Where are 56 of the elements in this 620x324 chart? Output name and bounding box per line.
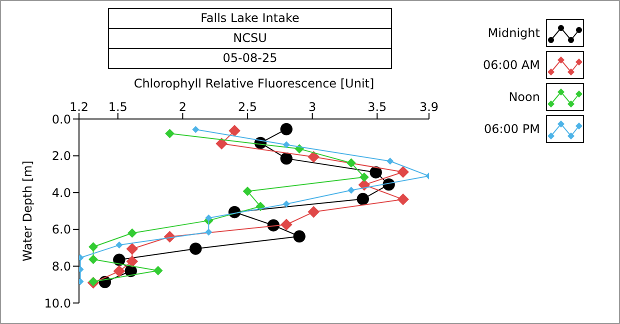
point bbox=[165, 128, 174, 138]
point bbox=[126, 243, 138, 255]
point bbox=[280, 152, 293, 165]
point bbox=[242, 186, 252, 196]
point bbox=[205, 214, 212, 222]
legend-label: 06:00 AM bbox=[483, 58, 540, 72]
legend-label: Noon bbox=[508, 90, 540, 104]
point bbox=[359, 172, 369, 182]
point bbox=[397, 166, 409, 178]
x-tick-label: 3.9 bbox=[419, 100, 439, 114]
x-tick-label: 3.5 bbox=[368, 100, 387, 114]
point bbox=[88, 254, 98, 264]
y-tick-label: 4.0 bbox=[52, 186, 71, 200]
legend-label: Midnight bbox=[488, 26, 540, 40]
y-tick-label: 6.0 bbox=[52, 222, 71, 237]
point bbox=[282, 200, 290, 208]
y-tick-label: 2.0 bbox=[52, 149, 71, 164]
point bbox=[280, 218, 292, 231]
point bbox=[228, 124, 240, 137]
point bbox=[386, 158, 394, 165]
point bbox=[126, 256, 138, 268]
point bbox=[127, 228, 137, 238]
point bbox=[113, 265, 126, 278]
point bbox=[356, 192, 369, 206]
x-axis-title: Chlorophyll Relative Fluorescence [Unit] bbox=[134, 76, 374, 91]
point bbox=[192, 126, 200, 133]
point bbox=[153, 266, 163, 276]
x-tick-label: 1.2 bbox=[69, 100, 89, 114]
y-tick-label: 10.0 bbox=[44, 296, 71, 310]
legend-label: 06:00 PM bbox=[484, 122, 540, 136]
point bbox=[308, 151, 320, 163]
y-tick-label: 0.0 bbox=[52, 112, 71, 126]
point bbox=[397, 194, 409, 206]
point bbox=[348, 186, 355, 194]
y-tick-label: 8.0 bbox=[52, 259, 71, 274]
x-tick-label: 3 bbox=[308, 100, 316, 114]
point bbox=[346, 158, 356, 168]
y-axis-title: Water Depth [m] bbox=[20, 160, 34, 262]
chart-subtitle: NCSU bbox=[109, 28, 391, 48]
point bbox=[88, 276, 98, 286]
point bbox=[293, 230, 306, 242]
point bbox=[88, 242, 98, 252]
x-tick-label: 2.5 bbox=[238, 100, 258, 114]
point bbox=[216, 138, 228, 150]
text: 05-08-25 bbox=[109, 48, 391, 68]
chart-title: Falls Lake Intake bbox=[200, 10, 300, 27]
point bbox=[113, 254, 126, 266]
point bbox=[282, 141, 290, 148]
point bbox=[116, 242, 123, 249]
point bbox=[370, 166, 382, 178]
x-tick-label: 2 bbox=[178, 100, 187, 114]
point bbox=[308, 206, 320, 218]
point bbox=[190, 242, 202, 255]
point bbox=[280, 123, 293, 136]
x-tick-label: 1.5 bbox=[108, 100, 128, 114]
point bbox=[205, 228, 212, 236]
